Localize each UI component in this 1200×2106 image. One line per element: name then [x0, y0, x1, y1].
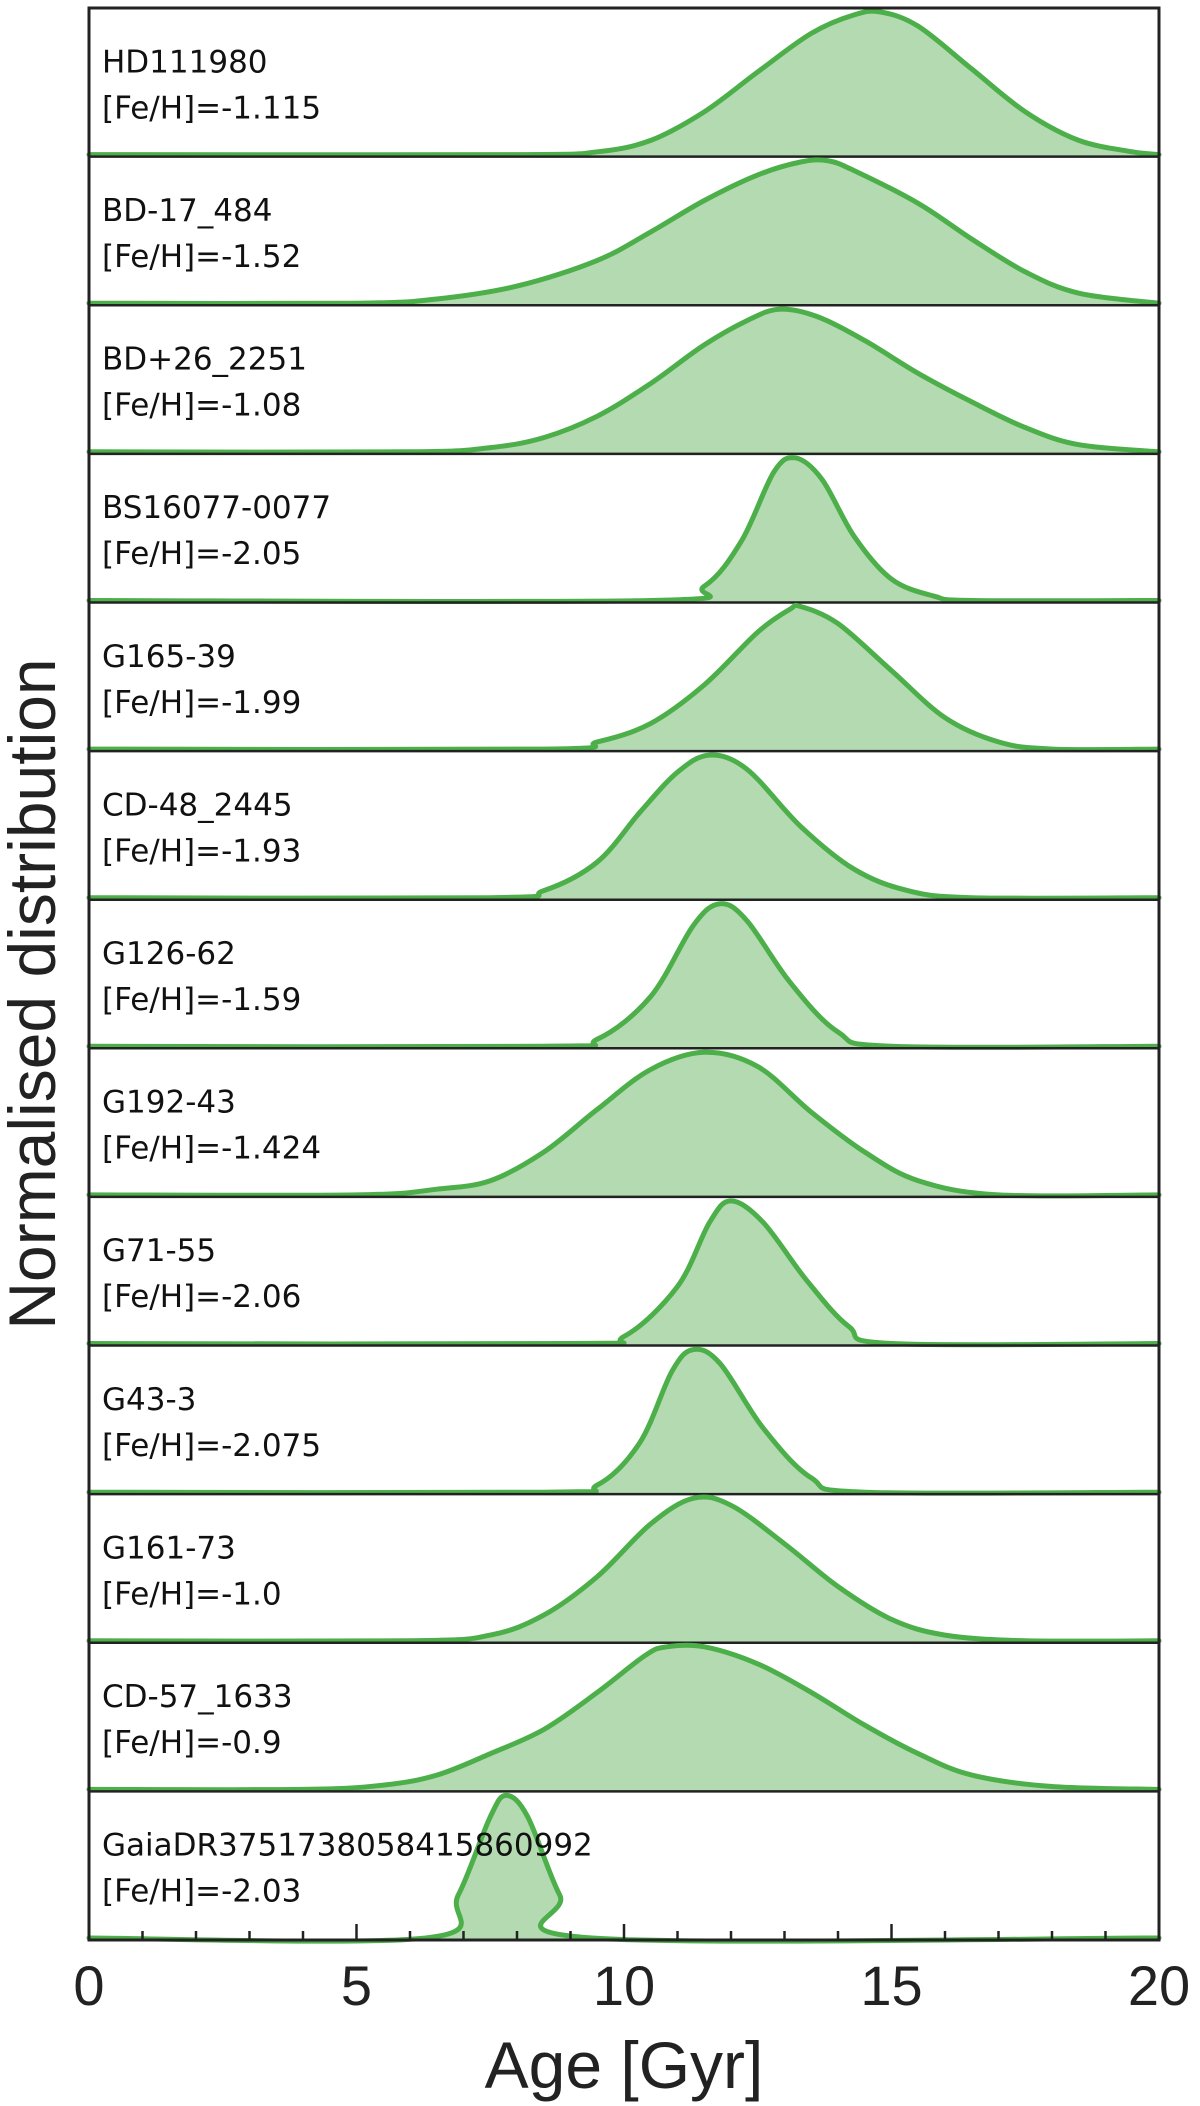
y-axis-title: Normalised distribution [0, 658, 69, 1329]
star-name-label: BD+26_2251 [102, 342, 307, 378]
distribution-line [86, 752, 1162, 901]
x-axis-title: Age [Gyr] [485, 2028, 764, 2102]
metallicity-label: [Fe/H]=-1.52 [102, 239, 301, 275]
panels-group: HD111980 [Fe/H]=-1.115 BD-17_484 [Fe/H]=-1.… [86, 6, 1162, 1944]
distribution-fill [89, 903, 1159, 1049]
star-name-label: G126-62 [102, 936, 236, 972]
metallicity-label: [Fe/H]=-0.9 [102, 1725, 282, 1761]
distribution-fill [89, 1795, 1159, 1942]
distribution-line [86, 157, 1162, 307]
star-name-label: G192-43 [102, 1085, 236, 1121]
star-name-label: G43-3 [102, 1382, 196, 1418]
panel-G126-62: G126-62 [Fe/H]=-1.59 [86, 901, 1162, 1050]
metallicity-label: [Fe/H]=-1.115 [102, 90, 321, 126]
star-name-label: G161-73 [102, 1530, 236, 1566]
distribution-fill [89, 11, 1159, 157]
distribution-line [86, 1049, 1162, 1199]
metallicity-label: [Fe/H]=-1.424 [102, 1131, 321, 1167]
panel-G165-39: G165-39 [Fe/H]=-1.99 [86, 602, 1162, 753]
x-tick-label: 15 [860, 1954, 922, 2017]
distribution-fill [89, 309, 1159, 454]
panel-G71-55: G71-55 [Fe/H]=-2.06 [86, 1198, 1162, 1348]
metallicity-label: [Fe/H]=-1.0 [102, 1576, 282, 1612]
distribution-line [86, 1792, 1162, 1944]
x-tick-label: 0 [73, 1954, 104, 2017]
distribution-line [86, 8, 1162, 158]
distribution-fill [89, 605, 1159, 752]
star-name-label: G71-55 [102, 1233, 216, 1269]
distribution-fill [89, 1200, 1159, 1346]
panel-G161-73: G161-73 [Fe/H]=-1.0 [86, 1494, 1162, 1645]
star-name-label: HD111980 [102, 44, 268, 80]
distribution-fill [89, 1349, 1159, 1495]
metallicity-label: [Fe/H]=-1.08 [102, 388, 301, 424]
metallicity-label: [Fe/H]=-2.03 [102, 1874, 301, 1910]
star-name-label: CD-48_2445 [102, 787, 293, 823]
distribution-fill [89, 1052, 1159, 1197]
metallicity-label: [Fe/H]=-2.075 [102, 1428, 321, 1464]
panel-G192-43: G192-43 [Fe/H]=-1.424 [86, 1049, 1162, 1199]
distribution-line [86, 602, 1162, 753]
panel-G43-3: G43-3 [Fe/H]=-2.075 [86, 1346, 1162, 1496]
distribution-fill [89, 755, 1159, 900]
x-tick-label: 5 [341, 1954, 372, 2017]
metallicity-label: [Fe/H]=-1.59 [102, 982, 301, 1018]
star-name-label: CD-57_1633 [102, 1679, 293, 1715]
distribution-fill [89, 159, 1159, 306]
distribution-line [86, 1642, 1162, 1793]
panel-BD-17_484: BD-17_484 [Fe/H]=-1.52 [86, 157, 1162, 307]
distribution-line [86, 455, 1162, 605]
x-axis: 0 5 10 15 20 [73, 1924, 1190, 2017]
metallicity-label: [Fe/H]=-2.05 [102, 536, 301, 572]
metallicity-label: [Fe/H]=-1.93 [102, 833, 301, 869]
panel-BD+26_2251: BD+26_2251 [Fe/H]=-1.08 [86, 306, 1162, 456]
star-name-label: BS16077-0077 [102, 490, 331, 526]
distribution-line [86, 1198, 1162, 1348]
x-tick-label: 10 [593, 1954, 655, 2017]
distribution-line [86, 901, 1162, 1050]
star-name-label: BD-17_484 [102, 193, 272, 229]
panel-GaiaDR3751738058415860992: GaiaDR3751738058415860992 [Fe/H]=-2.03 [86, 1792, 1162, 1944]
panel-HD111980: HD111980 [Fe/H]=-1.115 [86, 8, 1162, 158]
metallicity-label: [Fe/H]=-2.06 [102, 1279, 301, 1315]
distribution-fill [89, 1496, 1159, 1643]
panel-CD-57_1633: CD-57_1633 [Fe/H]=-0.9 [86, 1642, 1162, 1793]
distribution-fill [89, 457, 1159, 603]
distribution-line [86, 1494, 1162, 1644]
panel-CD-48_2445: CD-48_2445 [Fe/H]=-1.93 [86, 752, 1162, 901]
distribution-line [86, 1346, 1162, 1496]
distribution-line [86, 306, 1162, 455]
panel-BS16077-0077: BS16077-0077 [Fe/H]=-2.05 [86, 455, 1162, 605]
star-name-label: GaiaDR3751738058415860992 [102, 1828, 593, 1864]
x-tick-label: 20 [1128, 1954, 1190, 2017]
star-name-label: G165-39 [102, 639, 236, 675]
metallicity-label: [Fe/H]=-1.99 [102, 685, 301, 721]
distribution-fill [89, 1645, 1159, 1792]
